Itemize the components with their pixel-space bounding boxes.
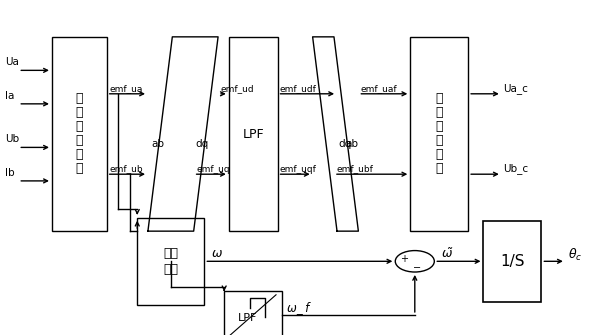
Bar xyxy=(483,221,542,302)
Text: Ua_c: Ua_c xyxy=(504,83,528,94)
Text: ω: ω xyxy=(212,247,222,260)
Text: emf_uaf: emf_uaf xyxy=(361,84,398,93)
Text: θ$_c$: θ$_c$ xyxy=(567,247,582,263)
Polygon shape xyxy=(313,37,359,231)
Text: emf_ua: emf_ua xyxy=(109,84,143,93)
Text: emf_udf: emf_udf xyxy=(280,84,317,93)
Text: ab: ab xyxy=(152,139,165,149)
Text: dq: dq xyxy=(339,139,351,149)
Text: emf_ub: emf_ub xyxy=(109,164,143,174)
Text: 1/S: 1/S xyxy=(500,254,525,269)
Text: 反
电
动
势
观
测: 反 电 动 势 观 测 xyxy=(76,92,83,176)
Text: emf_ud: emf_ud xyxy=(221,84,254,93)
Text: emf_ubf: emf_ubf xyxy=(337,164,373,174)
Text: 转速
估算: 转速 估算 xyxy=(163,247,178,276)
Text: emf_uq: emf_uq xyxy=(196,164,230,174)
Text: LPF: LPF xyxy=(238,313,257,323)
Text: emf_uqf: emf_uqf xyxy=(280,164,317,174)
Text: Ub: Ub xyxy=(5,134,19,144)
Bar xyxy=(410,37,468,231)
Bar xyxy=(229,37,278,231)
Bar xyxy=(137,218,204,305)
Text: 补
偿
电
压
计
算: 补 偿 电 压 计 算 xyxy=(436,92,443,176)
Text: dq: dq xyxy=(195,139,208,149)
Text: Ia: Ia xyxy=(5,90,14,100)
Text: LPF: LPF xyxy=(242,128,264,140)
Text: Ua: Ua xyxy=(5,57,19,67)
Bar xyxy=(224,291,282,335)
Polygon shape xyxy=(148,37,218,231)
Text: ω̃: ω̃ xyxy=(442,247,452,260)
Text: +: + xyxy=(400,254,408,264)
Bar xyxy=(52,37,107,231)
Text: Ib: Ib xyxy=(5,168,15,178)
Text: Ub_c: Ub_c xyxy=(504,163,529,175)
Text: ab: ab xyxy=(345,139,358,149)
Text: −: − xyxy=(413,263,421,273)
Text: ω_ f: ω_ f xyxy=(287,301,309,314)
